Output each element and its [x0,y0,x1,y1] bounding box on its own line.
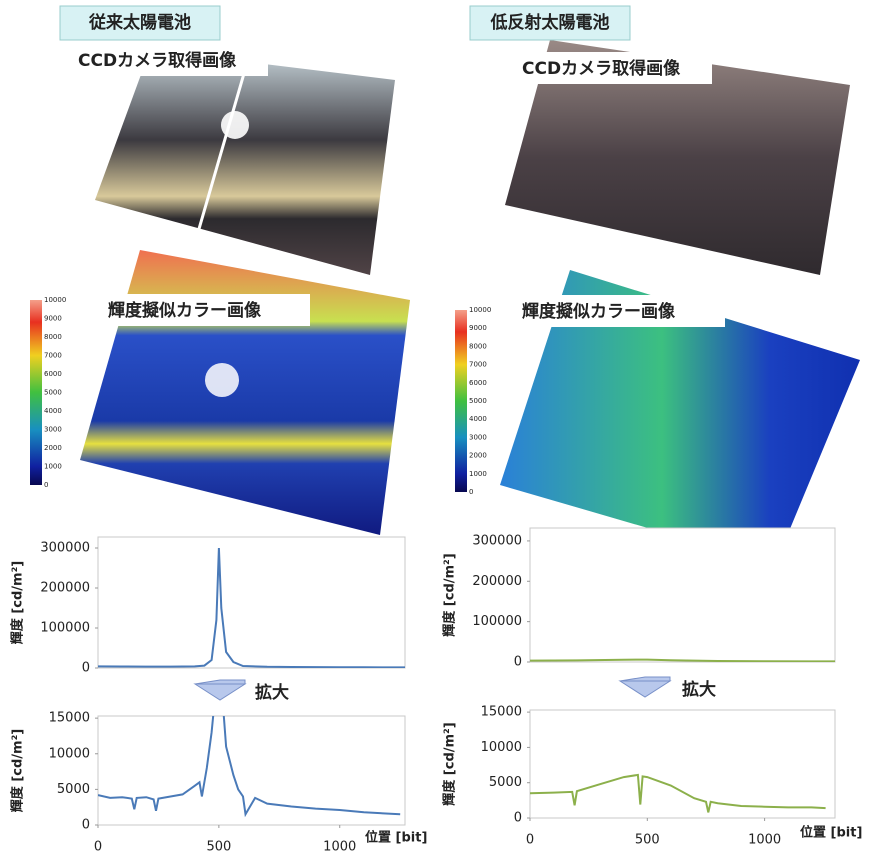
colorbar-tick-label: 2000 [469,452,487,460]
colorbar-tick-label: 8000 [44,333,62,341]
heatmap-label: 輝度擬似カラー画像 [108,300,262,321]
colorbar-tick-label: 3000 [44,426,62,434]
colorbar-tick-label: 5000 [44,389,62,397]
y-tick-label: 10000 [481,740,522,755]
ccd-photo [95,50,395,275]
x-axis-label: 位置 [bit] [365,830,427,846]
colorbar-tick-label: 1000 [44,463,62,471]
y-tick-label: 0 [514,655,522,670]
y-tick-label: 5000 [489,775,522,790]
photo-label: CCDカメラ取得画像 [78,50,237,71]
photo-label: CCDカメラ取得画像 [522,58,681,79]
plot-area [98,537,405,668]
colorbar-tick-label: 10000 [469,306,491,314]
colorbar-tick-label: 8000 [469,342,487,350]
glare [205,363,239,397]
y-tick-label: 0 [514,811,522,826]
colorbar-tick-label: 7000 [44,352,62,360]
x-axis-label: 位置 [bit] [800,825,862,841]
y-tick-label: 200000 [40,581,90,596]
y-tick-label: 10000 [49,746,90,761]
zoom-arrow [195,680,245,700]
colorbar-tick-label: 7000 [469,361,487,369]
y-tick-label: 5000 [57,782,90,797]
x-tick-label: 0 [94,840,102,855]
y-tick-label: 0 [82,818,90,833]
colorbar-tick-label: 3000 [469,433,487,441]
zoom-label: 拡大 [255,682,289,703]
colorbar-tick-label: 2000 [44,444,62,452]
plot-area [98,716,405,825]
x-tick-label: 1000 [748,833,781,848]
y-axis-label: 輝度 [cd/m²] [442,722,458,805]
y-tick-label: 300000 [472,533,522,548]
colorbar-tick-label: 6000 [44,370,62,378]
panel-title: 低反射太陽電池 [490,12,610,33]
colorbar-tick-label: 0 [44,481,48,489]
colorbar-tick-label: 4000 [44,407,62,415]
zoom-arrow [620,677,670,697]
y-axis-label: 輝度 [cd/m²] [10,729,26,812]
y-tick-label: 200000 [472,574,522,589]
zoom-label: 拡大 [682,679,716,700]
colorbar [30,300,42,485]
y-tick-label: 0 [82,661,90,676]
plot-area [530,528,835,662]
x-tick-label: 1000 [323,840,356,855]
heatmap [80,250,410,535]
glare [221,111,249,139]
figure: 従来太陽電池 低反射太陽電池 CCDカメラ取得画像 CCDカメラ取得画像 輝度擬… [0,0,869,855]
colorbar-tick-label: 1000 [469,470,487,478]
y-axis-label: 輝度 [cd/m²] [10,561,26,644]
colorbar-tick-label: 9000 [44,315,62,323]
y-tick-label: 100000 [472,614,522,629]
colorbar-tick-label: 10000 [44,296,66,304]
x-tick-label: 500 [206,840,231,855]
y-axis-label: 輝度 [cd/m²] [442,553,458,636]
heatmap-label: 輝度擬似カラー画像 [522,301,676,322]
x-tick-label: 0 [526,833,534,848]
x-tick-label: 500 [635,833,660,848]
y-tick-label: 15000 [49,711,90,726]
colorbar-tick-label: 0 [469,488,473,496]
y-tick-label: 100000 [40,621,90,636]
y-tick-label: 300000 [40,541,90,556]
colorbar [455,310,467,492]
panel-title: 従来太陽電池 [88,12,191,33]
colorbar-tick-label: 5000 [469,397,487,405]
colorbar-tick-label: 4000 [469,415,487,423]
colorbar-tick-label: 6000 [469,379,487,387]
y-tick-label: 15000 [481,705,522,720]
colorbar-tick-label: 9000 [469,324,487,332]
